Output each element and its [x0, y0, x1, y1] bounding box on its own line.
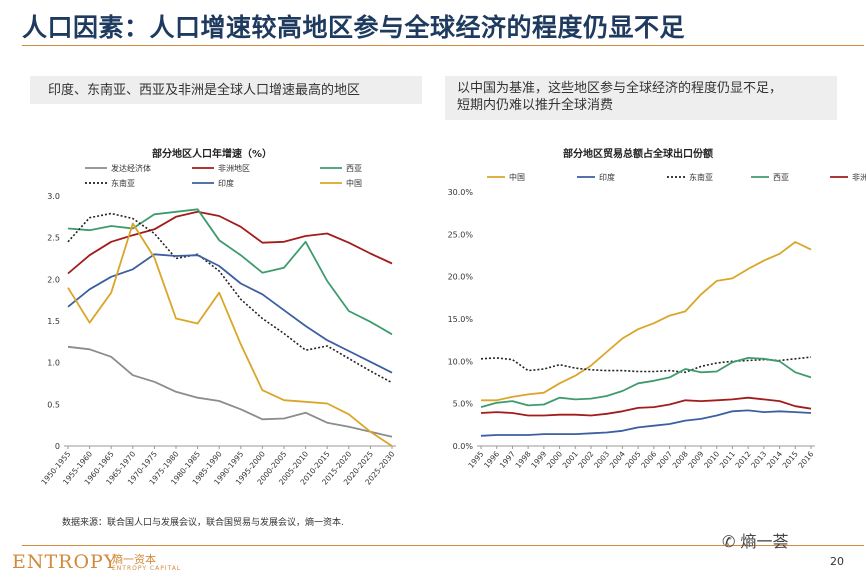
trade-series-line-非洲地区: [480, 396, 812, 417]
trade-x-tick-label: 2015: [781, 449, 800, 470]
trade-x-tick-label: 2012: [734, 449, 753, 470]
trade-x-tick-label: 2005: [624, 449, 643, 470]
right-note: 以中国为基准，这些地区参与全球经济的程度仍显不足， 短期内仍难以推升全球消费: [445, 76, 837, 120]
trade-x-tick-label: 2002: [576, 449, 595, 470]
population-legend-label: 印度: [218, 178, 234, 188]
population-legend-label: 发达经济体: [111, 163, 151, 173]
population-y-tick-label: 0: [55, 442, 60, 451]
trade-legend-label: 非洲地区: [852, 172, 866, 182]
trade-y-tick-label: 25.0%: [448, 230, 474, 239]
trade-x-tick-label: 1997: [498, 449, 517, 470]
trade-y-tick-label: 20.0%: [448, 273, 474, 282]
trade-x-tick-label: 2014: [765, 449, 784, 470]
trade-y-tick-label: 10.0%: [448, 357, 474, 366]
population-series-line-非洲地区: [67, 210, 393, 275]
population-series-line-印度: [67, 253, 393, 374]
trade-series-line-印度: [480, 409, 812, 437]
population-legend-label: 非洲地区: [218, 163, 250, 173]
trade-x-tick-label: 2016: [796, 449, 815, 470]
right-note-line2: 短期内仍难以推升全球消费: [457, 98, 614, 113]
trade-x-tick-label: 2001: [561, 449, 580, 470]
left-note: 印度、东南亚、西亚及非洲是全球人口增速最高的地区: [30, 76, 422, 104]
trade-legend-label: 东南亚: [689, 172, 713, 182]
page-title: 人口因素：人口增速较高地区参与全球经济的程度仍显不足: [22, 13, 686, 42]
population-legend-label: 东南亚: [111, 178, 135, 188]
trade-series-line-中国: [481, 241, 812, 402]
population-y-tick-label: 0.5: [47, 400, 60, 409]
trade-series-line-东南亚: [480, 356, 812, 374]
footer-divider: [22, 545, 864, 546]
logo-sub-text: ENTROPY CAPITAL: [112, 565, 182, 572]
trade-x-tick-label: 1996: [482, 449, 501, 470]
wechat-icon: ✆: [722, 532, 736, 551]
population-series-line-东南亚: [67, 212, 393, 384]
logo-cn-text: 熵一资本: [112, 553, 156, 566]
trade-x-tick-label: 2011: [718, 449, 737, 470]
population-series-line-中国: [67, 222, 393, 447]
wechat-watermark: ✆ 熵一荟: [722, 528, 789, 552]
wechat-name: 熵一荟: [740, 532, 789, 551]
population-legend-label: 中国: [346, 178, 362, 188]
population-y-tick-label: 3.0: [47, 192, 60, 201]
data-source-note: 数据来源：联合国人口与发展会议，联合国贸易与发展会议，熵一资本.: [62, 518, 344, 528]
population-legend-label: 西亚: [346, 164, 362, 173]
population-y-tick-label: 1.0: [47, 359, 60, 368]
trade-legend-label: 西亚: [773, 173, 789, 182]
population-y-tick-label: 2.0: [47, 275, 60, 284]
trade-y-tick-label: 30.0%: [448, 188, 474, 197]
trade-y-tick-label: 15.0%: [448, 315, 474, 324]
logo-text: ENTROPY: [12, 551, 118, 573]
trade-x-tick-label: 2000: [545, 449, 564, 470]
trade-chart-title: 部分地区贸易总额占全球出口份额: [563, 147, 713, 160]
trade-x-tick-label: 2013: [749, 449, 768, 470]
trade-x-tick-label: 2009: [686, 449, 705, 470]
title-divider: [22, 45, 864, 46]
population-series-line-西亚: [67, 208, 393, 336]
page-number: 20: [830, 555, 844, 568]
population-series-line-发达经济体: [67, 345, 393, 438]
right-note-line1: 以中国为基准，这些地区参与全球经济的程度仍显不足，: [457, 81, 783, 96]
trade-series-line-西亚: [480, 356, 812, 408]
trade-y-tick-label: 0.0%: [453, 442, 474, 451]
trade-y-tick-label: 5.0%: [453, 400, 474, 409]
trade-x-tick-label: 2010: [702, 449, 721, 470]
trade-x-tick-label: 2003: [592, 449, 611, 470]
trade-x-tick-label: 1998: [514, 449, 533, 470]
left-note-text: 印度、东南亚、西亚及非洲是全球人口增速最高的地区: [48, 83, 361, 98]
trade-x-tick-label: 2007: [655, 449, 674, 470]
population-y-tick-label: 2.5: [47, 234, 60, 243]
trade-x-tick-label: 2004: [608, 449, 627, 470]
population-y-tick-label: 1.5: [47, 317, 60, 326]
trade-x-tick-label: 1995: [466, 449, 485, 470]
entropy-logo: ENTROPY: [12, 551, 117, 573]
trade-legend-label: 印度: [599, 172, 615, 182]
population-chart-title: 部分地区人口年增速（%）: [152, 147, 272, 160]
trade-x-tick-label: 2006: [639, 449, 658, 470]
trade-legend-label: 中国: [509, 172, 525, 182]
trade-x-tick-label: 1999: [529, 449, 548, 470]
trade-x-tick-label: 2008: [671, 449, 690, 470]
